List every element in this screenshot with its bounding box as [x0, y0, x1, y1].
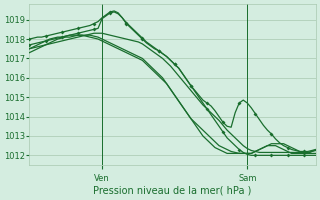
X-axis label: Pression niveau de la mer( hPa ): Pression niveau de la mer( hPa )	[93, 186, 252, 196]
